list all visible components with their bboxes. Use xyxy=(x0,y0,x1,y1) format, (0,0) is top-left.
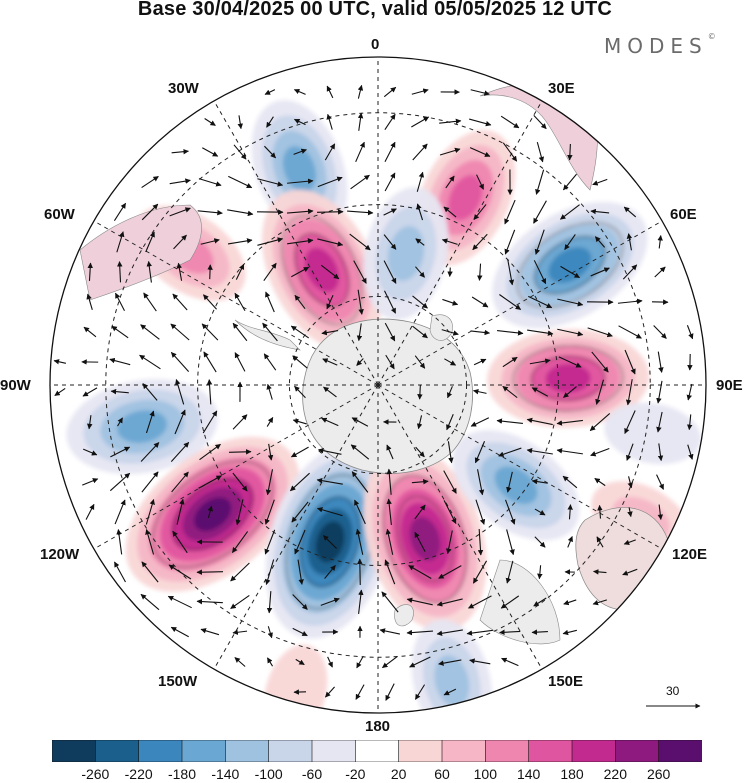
colorbar-swatch xyxy=(485,740,530,762)
colorbar-swatch xyxy=(571,740,617,762)
colorbar-tick-label: -100 xyxy=(254,766,283,782)
south-america-land xyxy=(79,204,202,301)
high-5-anomaly xyxy=(125,436,300,592)
low-2-anomaly xyxy=(492,201,648,329)
colorbar-swatch xyxy=(398,740,443,762)
low-8-anomaly xyxy=(604,402,701,465)
colorbar-tick-label: 100 xyxy=(473,766,498,782)
modes-logo: MODES© xyxy=(604,32,716,58)
colorbar-swatch xyxy=(658,740,702,762)
polar-map xyxy=(49,56,707,714)
antarctica-land xyxy=(302,318,473,474)
colorbar-tick-label: 220 xyxy=(603,766,628,782)
colorbar-swatch xyxy=(138,740,183,762)
colorbar-tick-label: 20 xyxy=(390,766,407,782)
colorbar-swatch xyxy=(52,740,97,762)
colorbar-swatch xyxy=(225,740,270,762)
lon-label-90e: 90E xyxy=(716,377,743,394)
lon-label-90w: 90W xyxy=(0,377,31,394)
colorbar-tick-label: 260 xyxy=(646,766,671,782)
lon-label-30e: 30E xyxy=(548,80,575,97)
colorbar-tick-label: -260 xyxy=(81,766,110,782)
low-6-anomaly xyxy=(452,430,580,541)
colorbar xyxy=(52,740,702,762)
reference-vector-label: 30 xyxy=(666,684,680,698)
lon-label-150e: 150E xyxy=(548,673,584,690)
colorbar-tick-label: -140 xyxy=(211,766,240,782)
colorbar-tick-label: 180 xyxy=(560,766,584,782)
lon-label-0: 0 xyxy=(371,36,380,53)
colorbar-tick-label: -60 xyxy=(301,766,323,782)
high-4-anomaly xyxy=(487,329,650,428)
map-title: Base 30/04/2025 00 UTC, valid 05/05/2025… xyxy=(137,0,613,20)
low-4-anomaly xyxy=(66,378,218,475)
colorbar-tick-label: -180 xyxy=(167,766,197,782)
colorbar-swatch xyxy=(181,740,227,762)
colorbar-tick-label: -20 xyxy=(345,766,366,782)
colorbar-swatch xyxy=(615,740,660,762)
land-mass xyxy=(79,83,671,645)
lon-label-30w: 30W xyxy=(168,80,199,97)
lon-label-180: 180 xyxy=(365,718,391,735)
map-border xyxy=(49,56,707,714)
high-3-anomaly xyxy=(262,189,382,351)
colorbar-tick-label: 140 xyxy=(516,766,541,782)
colorbar-swatch xyxy=(311,740,357,762)
lon-label-120e: 120E xyxy=(672,546,708,563)
lon-label-60e: 60E xyxy=(670,206,697,223)
lon-label-120w: 120W xyxy=(40,546,80,563)
colorbar-swatch xyxy=(268,740,313,762)
lon-label-150w: 150W xyxy=(158,673,198,690)
colorbar-swatch xyxy=(95,740,140,762)
colorbar-tick-label: 60 xyxy=(434,766,450,782)
colorbar-tick-label: -220 xyxy=(124,766,153,782)
lon-label-60w: 60W xyxy=(44,206,75,223)
wind-vectors xyxy=(53,84,694,701)
colorbar-swatch xyxy=(355,740,400,762)
colorbar-swatch xyxy=(528,740,573,762)
colorbar-swatch xyxy=(441,740,487,762)
